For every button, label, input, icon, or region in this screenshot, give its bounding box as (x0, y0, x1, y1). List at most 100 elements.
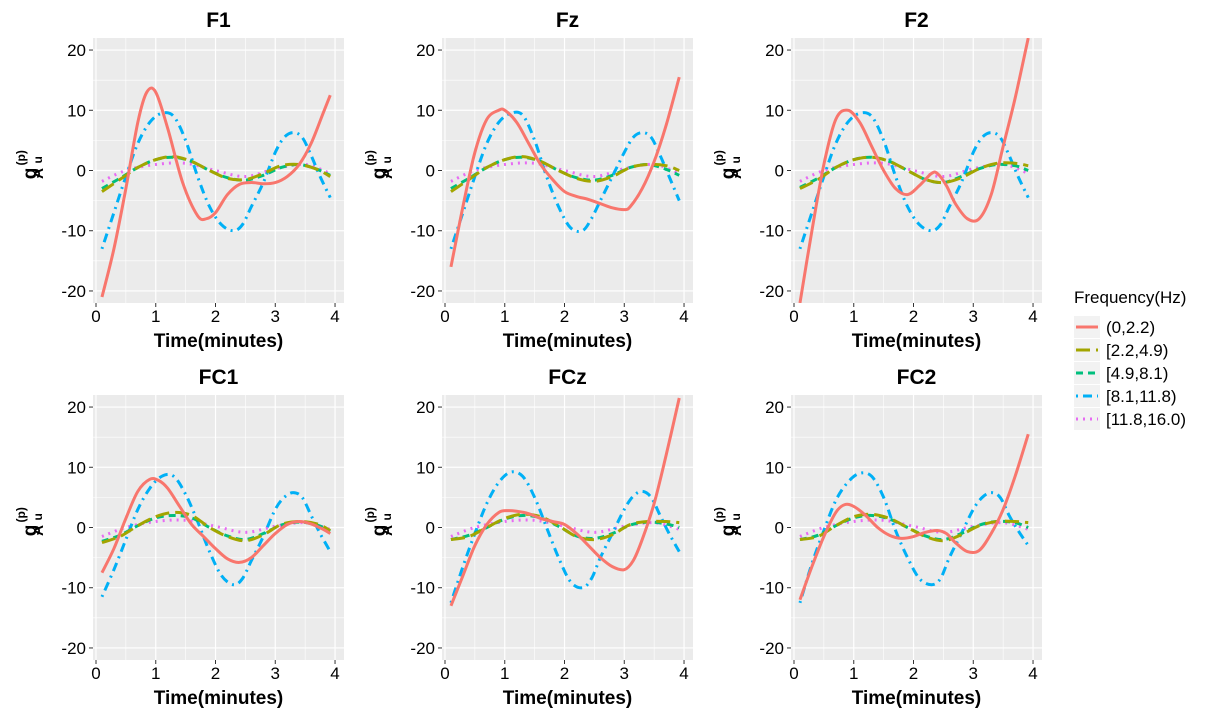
panel-title: FC1 (199, 366, 239, 389)
x-tick-label: 2 (909, 664, 918, 683)
y-tick-label: -20 (61, 282, 86, 301)
series-line-1 (450, 512, 680, 542)
series-line-0 (100, 86, 332, 298)
y-axis-label: ^gu(p) (712, 150, 751, 179)
y-label-superscript: (p) (14, 150, 28, 165)
x-tick-label: 4 (330, 664, 339, 683)
x-tick-label: 1 (500, 664, 509, 683)
x-tick-label: 2 (211, 664, 220, 683)
y-label-subscript: u (31, 513, 45, 520)
y-axis-label: ^gu(p) (363, 507, 402, 536)
y-tick-label: -20 (759, 282, 784, 301)
series-line-1 (450, 155, 680, 193)
x-tick-label: 0 (440, 664, 449, 683)
x-axis-label: Time(minutes) (154, 688, 284, 709)
y-label-hat: ^ (381, 525, 402, 536)
panel-title: F2 (904, 9, 929, 32)
panel-fc2: 0 1 2 3 4 20 10 0 -10 -20 FC2 Time(minutes) ^gu(p) (712, 366, 1042, 709)
panel-title: FC2 (897, 366, 937, 389)
y-axis-label: ^gu(p) (14, 507, 53, 536)
panel-fc1: 0 1 2 3 4 20 10 0 -10 -20 FC1 Time(minutes) ^gu(p) (14, 366, 344, 709)
series-line-1 (799, 155, 1029, 190)
y-label-superscript: (p) (14, 507, 28, 522)
y-label-base: g (718, 525, 739, 537)
x-tick-label: 0 (91, 664, 100, 683)
y-label-hat: ^ (32, 168, 53, 179)
y-label-superscript: (p) (363, 150, 377, 165)
x-tick-label: 3 (969, 664, 978, 683)
x-tick-label: 2 (560, 664, 569, 683)
y-tick-label: 10 (67, 101, 86, 120)
panel-title: FCz (548, 366, 587, 389)
y-label-base: g (369, 168, 390, 180)
legend-key-bg (1074, 408, 1100, 430)
x-tick-label: 3 (271, 664, 280, 683)
series-line-0 (449, 397, 681, 607)
y-tick-label: 10 (416, 101, 435, 120)
series-line-0 (100, 477, 332, 574)
x-tick-label: 0 (789, 307, 798, 326)
x-tick-label: 4 (330, 307, 339, 326)
panel-fz: 0 1 2 3 4 20 10 0 -10 -20 Fz Time(minutes) ^gu(p) (363, 9, 693, 352)
y-tick-label: 10 (67, 458, 86, 477)
panel-f2: 0 1 2 3 4 20 10 0 -10 -20 F2 Time(minutes) ^gu(p) (712, 9, 1042, 352)
y-label-superscript: (p) (712, 150, 726, 165)
x-tick-label: 0 (789, 664, 798, 683)
y-tick-label: 10 (765, 101, 784, 120)
legend-key-bg (1074, 362, 1100, 384)
series-line-0 (798, 38, 1030, 303)
y-label-base: g (20, 168, 41, 180)
y-label-subscript: u (380, 156, 394, 163)
series-line-3 (798, 471, 1030, 604)
y-tick-label: 0 (77, 162, 86, 181)
x-axis-label: Time(minutes) (503, 688, 633, 709)
y-label-base: g (20, 525, 41, 537)
y-tick-label: 0 (77, 519, 86, 538)
legend-label: (0,2.2) (1106, 318, 1155, 337)
y-label-hat: ^ (381, 168, 402, 179)
y-tick-label: -10 (410, 222, 435, 241)
x-tick-label: 3 (620, 307, 629, 326)
x-tick-label: 4 (1028, 307, 1037, 326)
x-tick-label: 1 (151, 664, 160, 683)
y-label-superscript: (p) (363, 507, 377, 522)
y-tick-label: 20 (765, 398, 784, 417)
y-tick-label: -20 (61, 639, 86, 658)
y-axis-label: ^gu(p) (712, 507, 751, 536)
legend-title: Frequency(Hz) (1074, 288, 1186, 307)
x-tick-label: 1 (849, 307, 858, 326)
y-tick-label: -20 (410, 639, 435, 658)
x-tick-label: 0 (440, 307, 449, 326)
y-tick-label: -10 (61, 222, 86, 241)
y-tick-label: 20 (765, 41, 784, 60)
y-label-hat: ^ (730, 168, 751, 179)
y-tick-label: -20 (759, 639, 784, 658)
y-label-superscript: (p) (712, 507, 726, 522)
y-tick-label: -10 (759, 222, 784, 241)
y-tick-label: 10 (765, 458, 784, 477)
series-line-3 (449, 470, 681, 604)
x-tick-label: 4 (679, 664, 688, 683)
x-tick-label: 2 (211, 307, 220, 326)
x-tick-label: 3 (969, 307, 978, 326)
x-tick-label: 4 (1028, 664, 1037, 683)
series-line-3 (449, 110, 681, 250)
x-axis-label: Time(minutes) (852, 688, 982, 709)
legend: Frequency(Hz) (0,2.2) [2.2,4.9) [4.9,8.1) [8… (1074, 288, 1186, 430)
x-tick-label: 4 (679, 307, 688, 326)
y-tick-label: 20 (67, 41, 86, 60)
legend-label: [11.8,16.0) (1106, 410, 1186, 429)
x-tick-label: 0 (91, 307, 100, 326)
y-label-subscript: u (729, 156, 743, 163)
y-tick-label: -10 (410, 579, 435, 598)
y-label-hat: ^ (32, 525, 53, 536)
y-tick-label: -10 (759, 579, 784, 598)
legend-label: [8.1,11.8) (1106, 387, 1177, 406)
series-line-0 (449, 76, 681, 268)
x-tick-label: 3 (271, 307, 280, 326)
panel-title: F1 (206, 9, 231, 32)
legend-label: [2.2,4.9) (1106, 341, 1168, 360)
legend-label: [4.9,8.1) (1106, 364, 1168, 383)
y-tick-label: 20 (67, 398, 86, 417)
